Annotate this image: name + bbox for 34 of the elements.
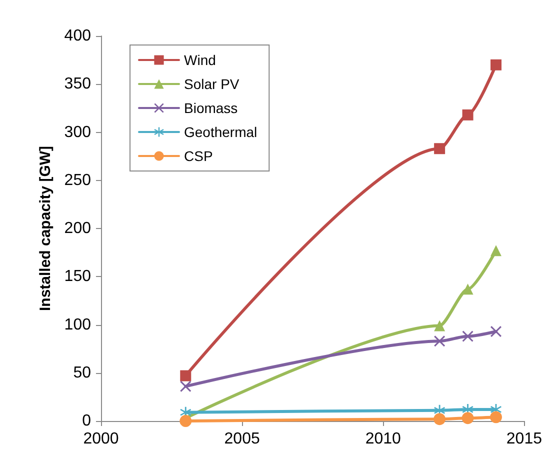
point (490, 59, 502, 70)
y-tick-label: 50 (73, 364, 92, 382)
point (434, 413, 446, 426)
point (180, 370, 192, 382)
point (434, 320, 446, 332)
legend-label: CSP (184, 148, 213, 164)
point (462, 109, 474, 120)
y-tick-label: 300 (64, 124, 92, 141)
point (462, 412, 474, 424)
point (462, 330, 474, 342)
point (434, 143, 446, 154)
y-tick-label: 0 (82, 412, 92, 430)
legend-label: Geothermal (184, 124, 258, 140)
point (462, 284, 474, 295)
legend-label: Solar PV (184, 76, 240, 92)
point (434, 336, 446, 347)
legend-label: Wind (184, 52, 216, 68)
point (490, 245, 502, 256)
x-tick-label: 2015 (506, 430, 542, 448)
point (490, 326, 502, 337)
y-tick-label: 150 (64, 268, 92, 286)
point (180, 415, 192, 427)
y-tick-label: 400 (64, 28, 92, 44)
point (490, 411, 502, 424)
y-tick-label: 200 (64, 220, 92, 237)
x-tick-label: 2005 (224, 430, 260, 448)
y-tick-label: 250 (64, 172, 92, 189)
legend-label: Biomass (184, 100, 238, 116)
x-tick-label: 2010 (365, 430, 402, 448)
y-tick-label: 100 (64, 316, 92, 334)
point (180, 380, 192, 392)
x-tick-label: 2000 (83, 430, 119, 448)
y-axis-title: Installed capacity [GW] (37, 146, 54, 312)
y-tick-label: 350 (64, 76, 92, 93)
